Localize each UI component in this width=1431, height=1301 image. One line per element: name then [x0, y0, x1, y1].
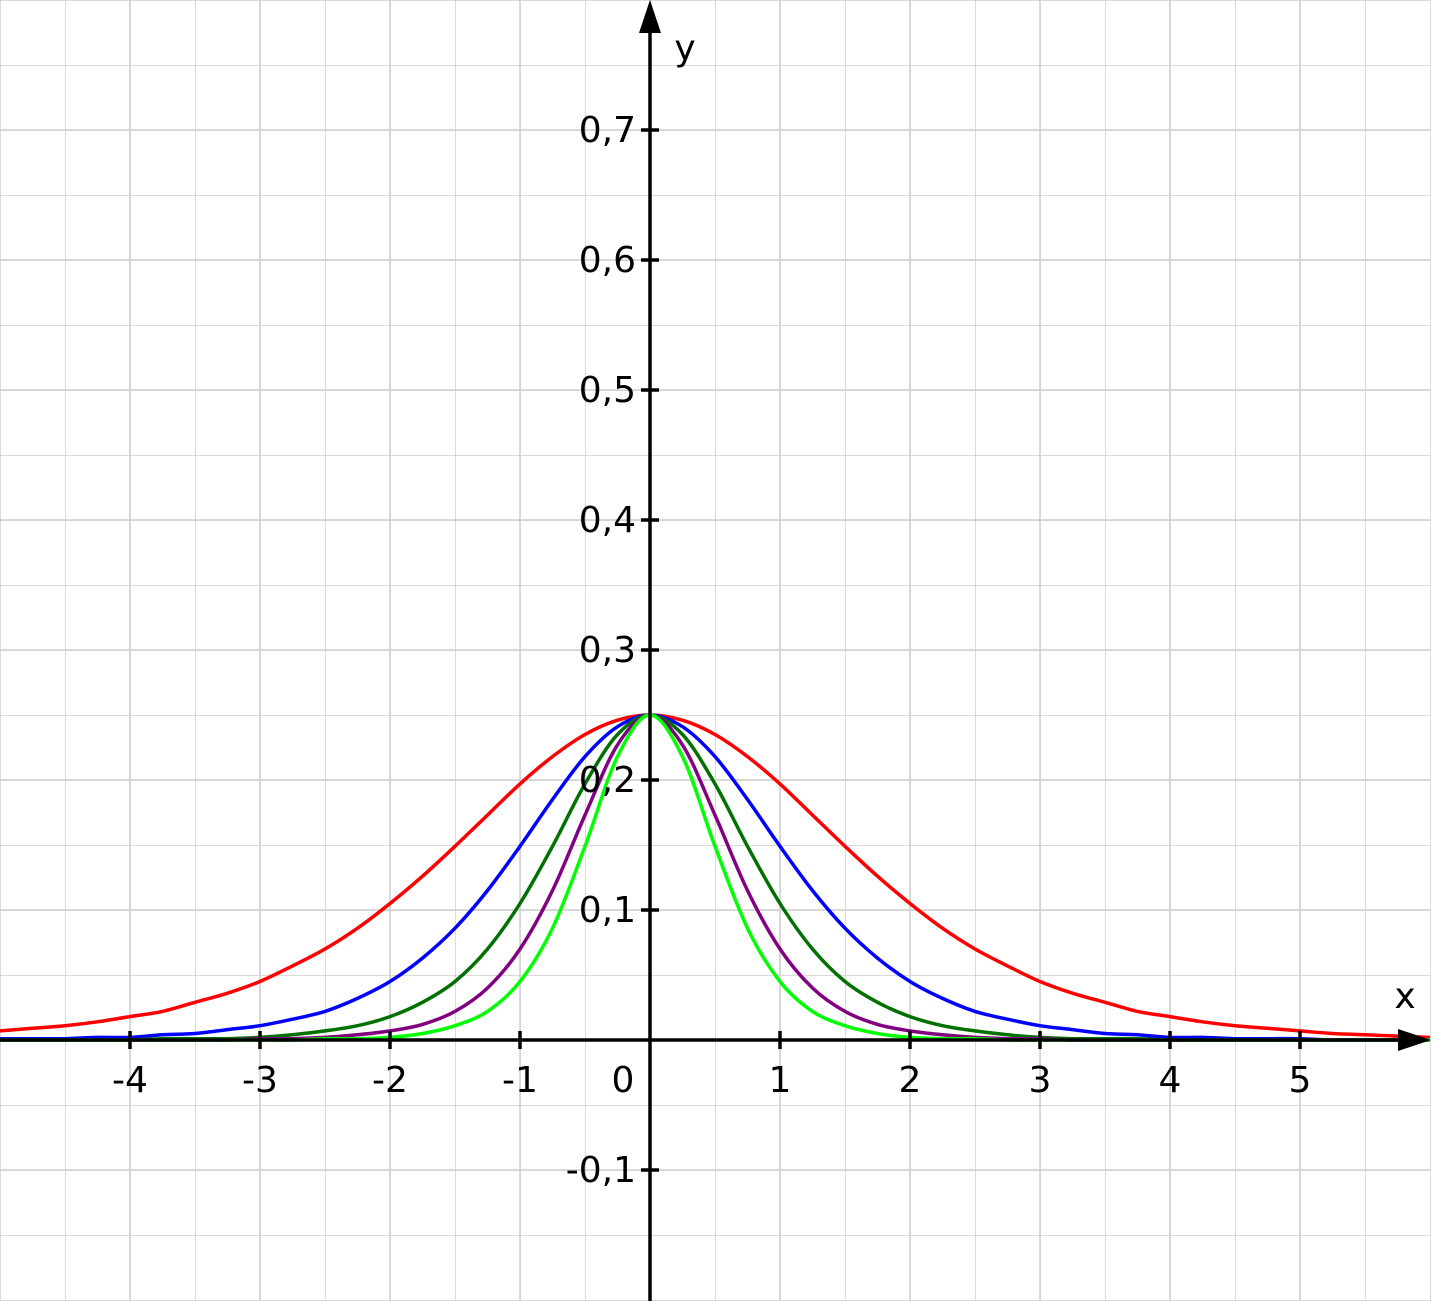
curve: [0, 713, 1430, 1042]
x-tick-label: -1: [502, 1060, 538, 1101]
x-tick-label: -3: [242, 1060, 278, 1101]
x-tick-label: 3: [1029, 1060, 1052, 1101]
x-axis-label: x: [1394, 976, 1415, 1017]
y-tick-label: 0,1: [579, 890, 636, 931]
curve: [0, 713, 1431, 1040]
y-axis-arrow: [639, 0, 661, 33]
y-tick-label: 0,2: [579, 760, 636, 801]
x-tick-label: 4: [1159, 1060, 1182, 1101]
y-tick-label: 0,6: [579, 240, 636, 281]
y-tick-label: 0,3: [579, 630, 636, 671]
x-tick-label: 0: [612, 1060, 635, 1101]
x-tick-label: -2: [372, 1060, 408, 1101]
x-axis-arrow: [1398, 1029, 1431, 1051]
x-tick-label: 1: [769, 1060, 792, 1101]
y-tick-label: 0,7: [579, 110, 636, 151]
x-tick-label: 5: [1289, 1060, 1312, 1101]
x-tick-label: 2: [899, 1060, 922, 1101]
y-tick-label: -0,1: [566, 1150, 636, 1191]
y-axis-label: y: [674, 28, 695, 69]
y-tick-label: 0,4: [579, 500, 636, 541]
x-tick-label: -4: [112, 1060, 148, 1101]
y-tick-label: 0,5: [579, 370, 636, 411]
